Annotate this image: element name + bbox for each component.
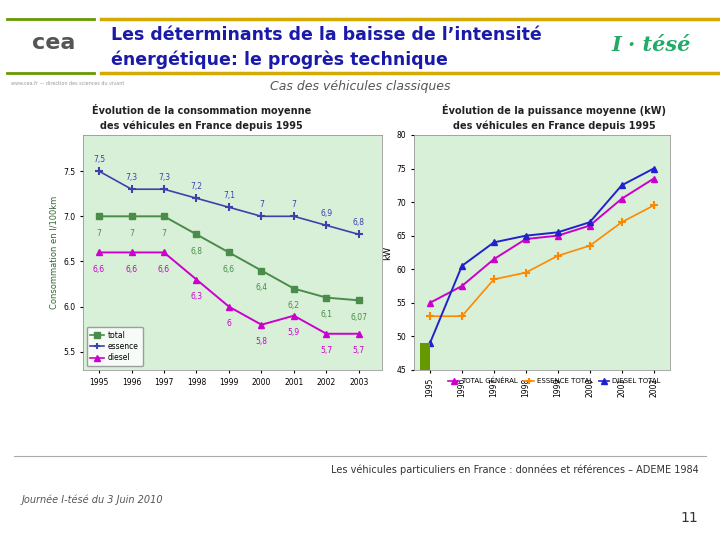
diesel — [95, 249, 104, 256]
essence — [257, 213, 266, 220]
diesel — [127, 249, 136, 256]
Text: 6,6: 6,6 — [158, 265, 170, 274]
Text: Évolution de la puissance moyenne (kW)
des véhicules en France depuis 1995: Évolution de la puissance moyenne (kW) d… — [442, 104, 667, 131]
Text: 6,4: 6,4 — [256, 283, 268, 292]
Text: Les déterminants de la baisse de l’intensité: Les déterminants de la baisse de l’inten… — [111, 26, 541, 44]
diesel — [354, 330, 363, 337]
Text: 6,1: 6,1 — [320, 310, 333, 319]
Bar — [420, 343, 430, 370]
Text: 6,6: 6,6 — [93, 265, 105, 274]
Text: 6: 6 — [227, 319, 231, 328]
total — [354, 297, 363, 303]
Text: énergétique: le progrès technique: énergétique: le progrès technique — [111, 50, 448, 69]
Text: 7: 7 — [292, 200, 297, 210]
total — [160, 213, 168, 220]
Text: Évolution de la consommation moyenne
des véhicules en France depuis 1995: Évolution de la consommation moyenne des… — [92, 104, 311, 131]
Text: 5,7: 5,7 — [353, 346, 365, 355]
Line: diesel: diesel — [96, 249, 362, 337]
Text: 7,5: 7,5 — [93, 155, 105, 164]
total — [127, 213, 136, 220]
Text: 7: 7 — [161, 229, 166, 238]
diesel — [257, 321, 266, 328]
total — [225, 249, 233, 256]
Text: 7,1: 7,1 — [223, 191, 235, 200]
Text: Cas des véhicules classiques: Cas des véhicules classiques — [270, 80, 450, 93]
Line: essence: essence — [95, 167, 363, 239]
total — [257, 267, 266, 274]
Y-axis label: kW: kW — [384, 245, 392, 260]
diesel — [289, 313, 298, 319]
total — [289, 285, 298, 292]
Text: 7: 7 — [129, 229, 134, 238]
essence — [289, 213, 298, 220]
Text: 6,3: 6,3 — [190, 292, 202, 301]
Text: 7,3: 7,3 — [125, 173, 138, 183]
Text: 7,3: 7,3 — [158, 173, 170, 183]
diesel — [192, 276, 201, 283]
Text: 6,6: 6,6 — [223, 265, 235, 274]
Text: 6,8: 6,8 — [191, 247, 202, 256]
essence — [225, 204, 233, 211]
Text: 5,8: 5,8 — [256, 337, 267, 346]
Text: www.cea.fr — direction des sciences du vivant: www.cea.fr — direction des sciences du v… — [11, 81, 124, 86]
Text: 5,9: 5,9 — [288, 328, 300, 337]
essence — [354, 231, 363, 238]
Y-axis label: Consommation en l/100km: Consommation en l/100km — [50, 196, 59, 309]
Text: 6,2: 6,2 — [288, 301, 300, 310]
Legend: TOTAL GÉNÉRAL, ESSENCE TOTAL, DIESEL TOTAL: TOTAL GÉNÉRAL, ESSENCE TOTAL, DIESEL TOT… — [446, 375, 662, 386]
Text: cea: cea — [32, 33, 76, 53]
Text: 6,07: 6,07 — [351, 313, 367, 322]
Text: 5,7: 5,7 — [320, 346, 333, 355]
total — [95, 213, 104, 220]
Text: 7,2: 7,2 — [191, 183, 202, 191]
Text: Les véhicules particuliers en France : données et références – ADEME 1984: Les véhicules particuliers en France : d… — [330, 464, 698, 475]
Text: 7: 7 — [96, 229, 102, 238]
essence — [95, 168, 104, 174]
essence — [160, 186, 168, 192]
Text: 6,8: 6,8 — [353, 219, 365, 227]
Text: 6,6: 6,6 — [125, 265, 138, 274]
essence — [192, 195, 201, 201]
Text: 7: 7 — [259, 200, 264, 210]
total — [322, 294, 330, 301]
Line: total: total — [96, 213, 361, 303]
diesel — [225, 303, 233, 310]
diesel — [160, 249, 168, 256]
Legend: total, essence, diesel: total, essence, diesel — [86, 327, 143, 366]
Text: 11: 11 — [680, 511, 698, 525]
total — [192, 231, 201, 238]
essence — [127, 186, 136, 192]
Text: Journée I-tésé du 3 Juin 2010: Journée I-tésé du 3 Juin 2010 — [22, 494, 163, 505]
diesel — [322, 330, 330, 337]
Text: 6,9: 6,9 — [320, 210, 333, 218]
essence — [322, 222, 330, 228]
Text: I · tésé: I · tésé — [612, 35, 691, 55]
